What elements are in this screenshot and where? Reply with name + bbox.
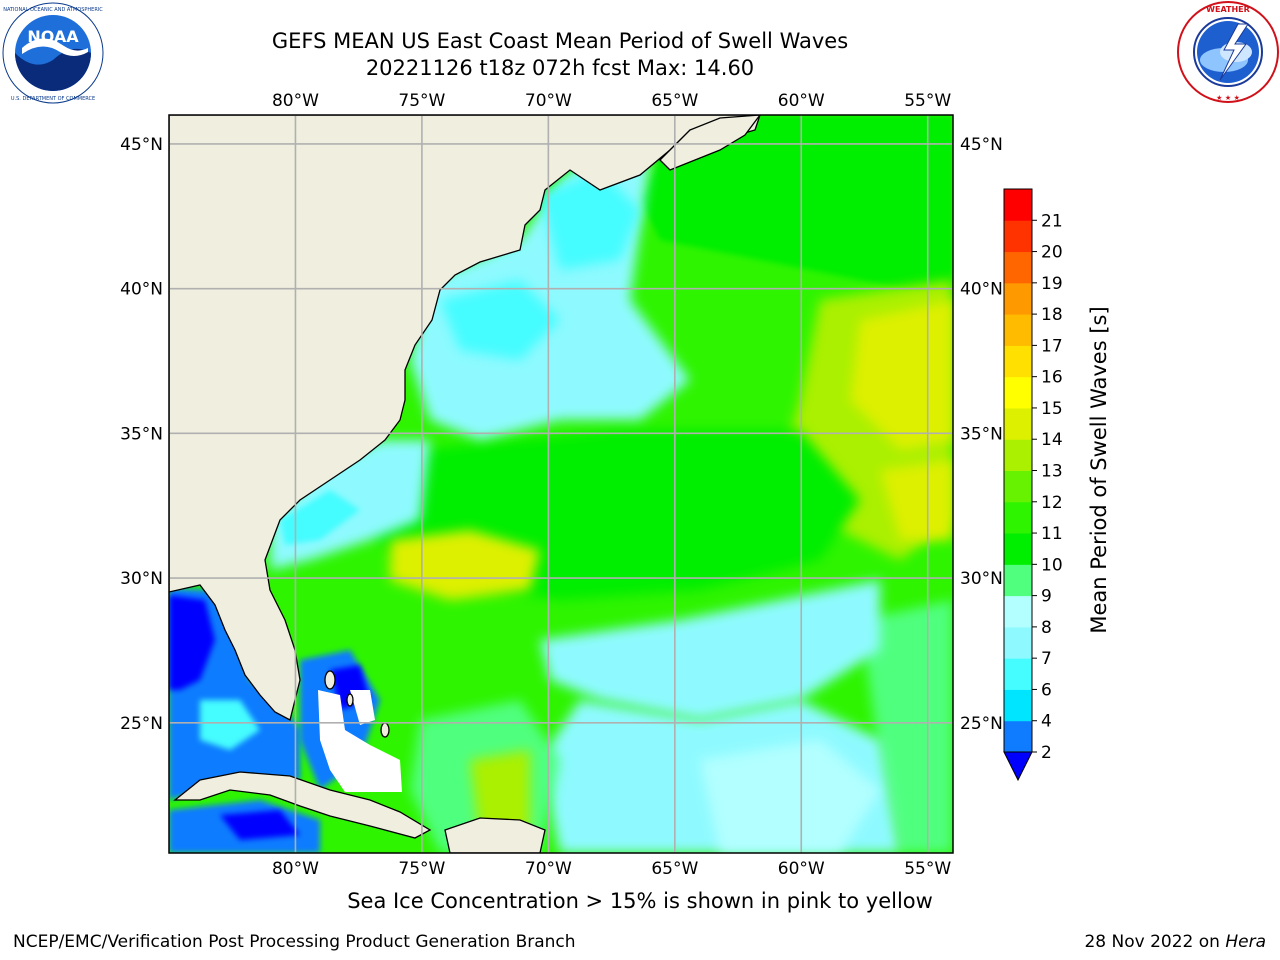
colorbar: 2 4 6 7 8 9 10 11 12 13 14 15 16 17 18 19 20 21 [1003, 188, 1063, 782]
run-date-text: 28 Nov 2022 on [1084, 932, 1220, 952]
colorbar-segment [1004, 564, 1032, 597]
colorbar-tick-label: 4 [1041, 712, 1052, 732]
noaa-logo-text: NOAA [27, 27, 79, 46]
colorbar-segment [1004, 439, 1032, 471]
lon-label-top: 70°W [525, 91, 572, 111]
lon-label-bottom: 60°W [778, 859, 825, 879]
swell-period-field [169, 115, 953, 853]
colorbar-tick-label: 6 [1041, 680, 1052, 700]
svg-text:NATIONAL OCEANIC AND ATMOSPHER: NATIONAL OCEANIC AND ATMOSPHERIC [3, 7, 103, 13]
colorbar-segment [1004, 720, 1032, 753]
colorbar-tick-label: 21 [1041, 211, 1063, 231]
colorbar-tick-label: 13 [1041, 462, 1063, 482]
colorbar-segment [1004, 595, 1032, 628]
colorbar-tick-label: 9 [1041, 587, 1052, 607]
colorbar-segment [1004, 626, 1032, 659]
colorbar-segment [1004, 376, 1032, 409]
lon-label-top: 75°W [398, 91, 445, 111]
noaa-logo: NOAA NATIONAL OCEANIC AND ATMOSPHERIC U.… [2, 2, 104, 104]
bahamas-isle-3 [380, 722, 390, 738]
colorbar-tick-label: 7 [1041, 649, 1052, 669]
svg-text:U.S. DEPARTMENT OF COMMERCE: U.S. DEPARTMENT OF COMMERCE [11, 96, 95, 102]
bahamas-isle-2 [346, 693, 354, 707]
lat-label-right: 25°N [960, 714, 1003, 734]
national-weather-service-logo: WEATHER ★ ★ ★ [1177, 1, 1279, 103]
run-date: 28 Nov 2022 on Hera [1084, 932, 1266, 952]
colorbar-segment [1004, 314, 1032, 346]
lat-label-left: 45°N [120, 135, 163, 155]
lon-label-bottom: 75°W [398, 859, 445, 879]
colorbar-tick-label: 16 [1041, 368, 1063, 388]
colorbar-segment [1004, 189, 1032, 221]
gridlines [169, 115, 953, 853]
sea-ice-note: Sea Ice Concentration > 15% is shown in … [347, 889, 933, 913]
colorbar-tick-label: 17 [1041, 336, 1063, 356]
lat-label-right: 40°N [960, 280, 1003, 300]
colorbar-under-arrow [1003, 751, 1033, 782]
colorbar-segment [1004, 345, 1032, 378]
colorbar-tick-label: 20 [1041, 243, 1063, 263]
lat-label-right: 30°N [960, 569, 1003, 589]
lat-label-left: 25°N [120, 714, 163, 734]
colorbar-segment [1004, 220, 1032, 253]
colorbar-tick-label: 11 [1041, 524, 1063, 544]
colorbar-tick-label: 18 [1041, 305, 1063, 325]
lon-label-bottom: 80°W [272, 859, 319, 879]
map-plot-area [169, 115, 953, 853]
colorbar-segment [1004, 533, 1032, 565]
north-america-coast [169, 115, 761, 721]
lat-label-left: 30°N [120, 569, 163, 589]
chart-title: GEFS MEAN US East Coast Mean Period of S… [271, 29, 849, 53]
map-frame [168, 114, 954, 854]
lon-label-top: 65°W [651, 91, 698, 111]
colorbar-segment [1004, 251, 1032, 284]
lat-label-left: 35°N [120, 424, 163, 444]
lat-label-right: 35°N [960, 424, 1003, 444]
axis-tick-labels: 80°W 80°W 75°W 75°W 70°W 70°W 65°W 65°W 60°W 60°W… [120, 91, 1003, 879]
colorbar-segment [1004, 501, 1032, 534]
colorbar-segment [1004, 689, 1032, 722]
colorbar-tick-label: 19 [1041, 274, 1063, 294]
svg-text:★ ★ ★: ★ ★ ★ [1216, 94, 1240, 102]
lon-label-bottom: 65°W [651, 859, 698, 879]
colorbar-tick-label: 14 [1041, 430, 1063, 450]
lon-label-top: 80°W [272, 91, 319, 111]
hispaniola [444, 817, 546, 853]
colorbar-segment [1004, 470, 1032, 503]
colorbar-segment [1004, 658, 1032, 690]
lat-label-left: 40°N [120, 280, 163, 300]
bahamas-isle-1 [324, 670, 336, 690]
land [169, 115, 761, 853]
lon-label-top: 55°W [904, 91, 951, 111]
forecast-subtitle: 20221126 t18z 072h fcst Max: 14.60 [365, 56, 755, 80]
colorbar-tick-label: 15 [1041, 399, 1063, 419]
lon-label-top: 60°W [778, 91, 825, 111]
lat-label-right: 45°N [960, 135, 1003, 155]
lon-label-bottom: 70°W [525, 859, 572, 879]
colorbar-segment [1004, 282, 1032, 315]
colorbar-label: Mean Period of Swell Waves [s] [1087, 306, 1111, 633]
nova-scotia [659, 115, 761, 171]
machine-name: Hera [1225, 932, 1266, 952]
lon-label-bottom: 55°W [904, 859, 951, 879]
colorbar-tick-label: 12 [1041, 493, 1063, 513]
colorbar-segment [1004, 407, 1032, 440]
colorbar-tick-label: 2 [1041, 743, 1052, 763]
colorbar-tick-label: 8 [1041, 618, 1052, 638]
branch-credit: NCEP/EMC/Verification Post Processing Pr… [13, 932, 576, 952]
colorbar-tick-label: 10 [1041, 555, 1063, 575]
svg-text:WEATHER: WEATHER [1206, 5, 1250, 14]
